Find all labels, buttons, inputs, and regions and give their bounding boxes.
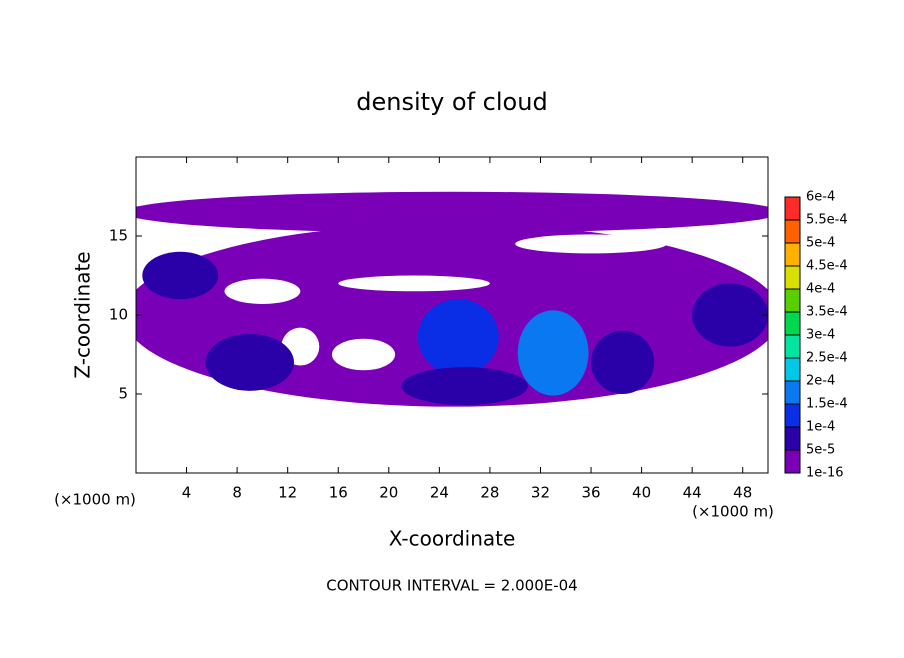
x-tick-label: 36 [581,484,600,502]
x-unit: (×1000 m) [692,503,774,521]
x-tick-label: 8 [232,484,242,502]
field [136,191,768,407]
colorbar-band [785,335,800,358]
x-axis-label: X-coordinate [389,527,516,551]
contour-region [136,191,768,233]
colorbar-label: 1e-4 [806,420,835,435]
contour-region [331,338,396,371]
chart-title: density of cloud [356,88,547,116]
contour-region [591,330,655,394]
y-tick-label: 15 [109,227,128,245]
colorbar-label: 5e-4 [806,236,835,251]
colorbar-band [785,404,800,427]
colorbar-label: 3.5e-4 [806,305,848,320]
contour-region [205,333,294,391]
colorbar-label: 1e-16 [806,466,844,481]
colorbar-label: 5e-5 [806,443,835,458]
colorbar-label: 4.5e-4 [806,259,848,274]
colorbar-label: 5.5e-4 [806,213,848,228]
x-tick-label: 24 [430,484,449,502]
x-tick-label: 12 [278,484,297,502]
x-tick-label: 4 [182,484,192,502]
colorbar-band [785,289,800,312]
contour-region [401,367,528,406]
colorbar-band [785,197,800,220]
colorbar-label: 2.5e-4 [806,351,848,366]
x-tick-label: 32 [531,484,550,502]
colorbar-band [785,450,800,473]
x-tick-label: 48 [733,484,752,502]
y-tick-label: 5 [118,385,128,403]
colorbar-label: 3e-4 [806,328,835,343]
annotation: CONTOUR INTERVAL = 2.000E-04 [326,577,577,595]
contour-region [224,278,301,304]
colorbar-band [785,266,800,289]
contour-region [417,299,499,376]
y-unit: (×1000 m) [54,491,136,509]
colorbar-label: 2e-4 [806,374,835,389]
contour-region [338,275,490,292]
y-axis-label: Z-coordinate [71,251,95,378]
colorbar-band [785,220,800,243]
colorbar-band [785,312,800,335]
x-tick-label: 44 [683,484,702,502]
colorbar-band [785,358,800,381]
colorbar-label: 6e-4 [806,190,835,205]
x-tick-label: 28 [480,484,499,502]
contour-region [515,234,667,254]
colorbar-label: 4e-4 [806,282,835,297]
x-tick-label: 16 [329,484,348,502]
colorbar-band [785,427,800,450]
colorbar-label: 1.5e-4 [806,397,848,412]
contour-region [517,310,589,396]
x-tick-label: 20 [379,484,398,502]
contour-region [142,251,219,300]
contour-region [692,283,768,347]
colorbar-band [785,381,800,404]
y-tick-label: 10 [109,306,128,324]
colorbar-band [785,243,800,266]
x-tick-label: 40 [632,484,651,502]
